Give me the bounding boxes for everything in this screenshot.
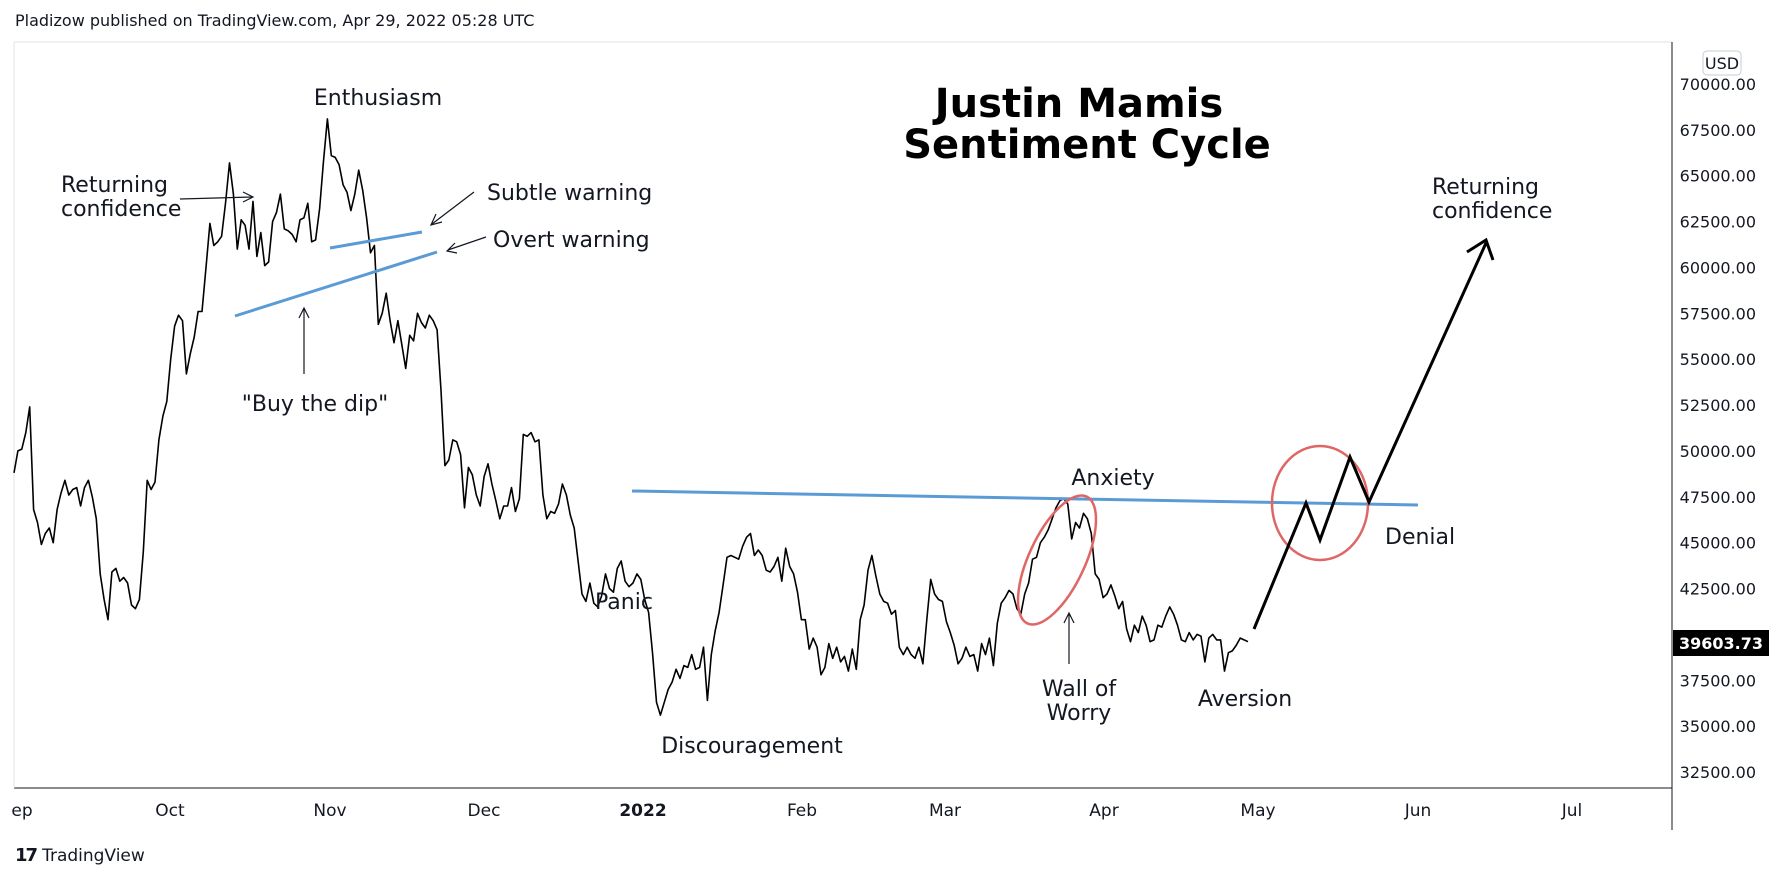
price-tick-label: 67500.00 bbox=[1680, 121, 1756, 140]
time-tick-label: Jun bbox=[1404, 801, 1432, 821]
label-panic: Panic bbox=[595, 590, 653, 615]
price-tick-label: 62500.00 bbox=[1680, 213, 1756, 232]
returning-confidence-arrow bbox=[179, 196, 253, 200]
label-buy-the-dip: "Buy the dip" bbox=[242, 392, 388, 417]
wall-of-worry-arrowhead bbox=[1063, 611, 1075, 624]
label-overt-warning: Overt warning bbox=[493, 228, 650, 253]
time-tick-label: Dec bbox=[468, 801, 501, 821]
time-axis-ticks: ep Oct Nov Dec 2022 Feb Mar Apr May Jun Jul bbox=[11, 801, 1582, 821]
currency-badge[interactable] bbox=[1702, 50, 1742, 76]
publisher-header: Pladizow published on TradingView.com, A… bbox=[15, 11, 535, 30]
label-returning-confidence-right-1: Returning bbox=[1432, 175, 1539, 200]
last-price-badge bbox=[1673, 630, 1769, 656]
price-tick-label: 35000.00 bbox=[1680, 717, 1756, 736]
time-tick-label: Nov bbox=[313, 801, 346, 821]
price-axis-ticks: 70000.00 67500.00 65000.00 62500.00 60000.00… bbox=[1680, 75, 1756, 782]
time-tick-label: 2022 bbox=[619, 801, 666, 821]
time-tick-label: Feb bbox=[787, 801, 817, 821]
overt-warning-arrowhead bbox=[445, 242, 458, 254]
label-anxiety: Anxiety bbox=[1071, 466, 1154, 491]
time-tick-label: ep bbox=[11, 801, 32, 821]
wall-of-worry-ellipse bbox=[1016, 494, 1098, 626]
subtle-warning-arrowhead bbox=[429, 213, 443, 226]
chart-title-line-2: Sentiment Cycle bbox=[903, 122, 1271, 168]
tradingview-logo-icon: 17 bbox=[15, 845, 38, 866]
price-tick-label: 45000.00 bbox=[1680, 534, 1756, 553]
last-price-value: 39603.73 bbox=[1679, 634, 1763, 653]
subtle-warning-arrow bbox=[431, 191, 475, 225]
price-tick-label: 37500.00 bbox=[1680, 671, 1756, 690]
label-wall-of-worry-1: Wall of bbox=[1042, 677, 1118, 702]
price-tick-label: 52500.00 bbox=[1680, 396, 1756, 415]
price-tick-label: 60000.00 bbox=[1680, 258, 1756, 277]
overt-warning-trendline bbox=[234, 250, 438, 318]
label-returning-confidence-right-2: confidence bbox=[1432, 199, 1552, 224]
price-tick-label: 65000.00 bbox=[1680, 167, 1756, 186]
returning-confidence-arrowhead bbox=[242, 191, 255, 203]
price-tick-label: 50000.00 bbox=[1680, 442, 1756, 461]
projection-arrowhead bbox=[1466, 237, 1495, 261]
price-tick-label: 57500.00 bbox=[1680, 304, 1756, 323]
buy-the-dip-arrowhead bbox=[298, 306, 310, 319]
time-tick-label: Oct bbox=[155, 801, 185, 821]
subtle-warning-trendline bbox=[329, 230, 423, 250]
projection-path bbox=[1252, 242, 1488, 630]
label-subtle-warning: Subtle warning bbox=[487, 181, 652, 206]
label-wall-of-worry-2: Worry bbox=[1047, 701, 1112, 726]
label-denial: Denial bbox=[1385, 525, 1455, 550]
tradingview-footer[interactable]: 17 TradingView bbox=[15, 845, 145, 866]
tradingview-brand-name: TradingView bbox=[42, 845, 145, 866]
label-returning-confidence-left-1: Returning bbox=[61, 173, 168, 198]
price-tick-label: 70000.00 bbox=[1680, 75, 1756, 94]
resistance-trendline bbox=[631, 489, 1419, 507]
price-tick-label: 55000.00 bbox=[1680, 350, 1756, 369]
time-tick-label: Apr bbox=[1089, 801, 1118, 821]
label-aversion: Aversion bbox=[1198, 687, 1292, 712]
time-tick-label: Jul bbox=[1561, 801, 1583, 821]
time-tick-label: Mar bbox=[929, 801, 961, 821]
price-series-line bbox=[13, 118, 1249, 716]
chart-title-line-1: Justin Mamis bbox=[932, 81, 1223, 127]
label-enthusiasm: Enthusiasm bbox=[314, 86, 442, 111]
overt-warning-arrow bbox=[447, 236, 487, 251]
label-returning-confidence-left-2: confidence bbox=[61, 197, 181, 222]
price-tick-label: 42500.00 bbox=[1680, 580, 1756, 599]
price-tick-label: 47500.00 bbox=[1680, 488, 1756, 507]
label-discouragement: Discouragement bbox=[661, 734, 843, 759]
time-tick-label: May bbox=[1240, 801, 1275, 821]
currency-label: USD bbox=[1705, 54, 1739, 73]
price-tick-label: 32500.00 bbox=[1680, 763, 1756, 782]
